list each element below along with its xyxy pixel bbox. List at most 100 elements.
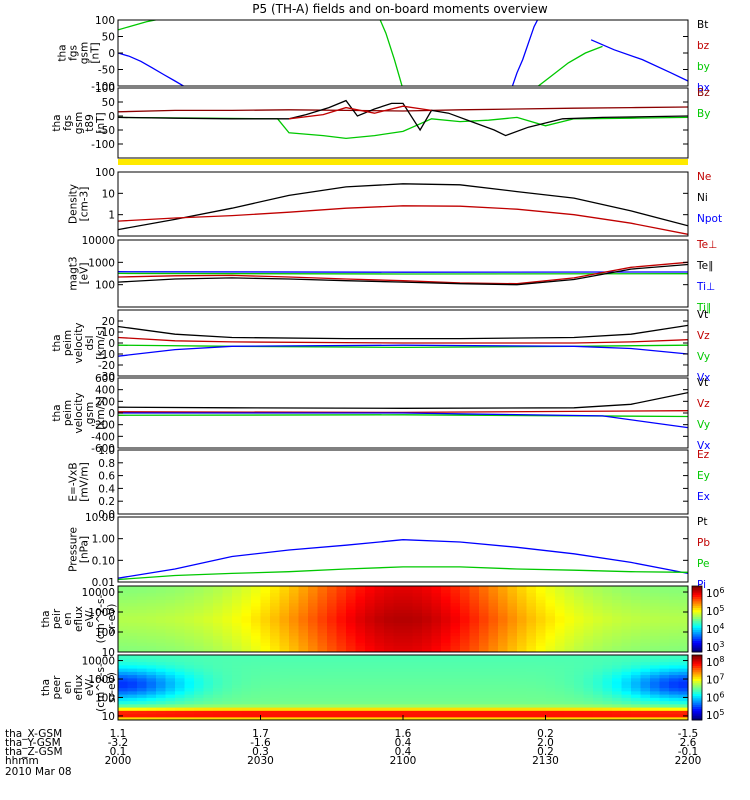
x-axis-value: 2130 [532,755,559,767]
heatmap-cell [602,635,613,640]
heatmap-cell [555,707,566,711]
heatmap-cell [355,713,366,718]
heatmap-cell [317,589,328,594]
heatmap-cell [184,655,195,659]
heatmap-cell [431,632,442,637]
colorbar-step [692,715,702,719]
legend-entry-Ni: Ni [697,192,708,204]
heatmap-cell [431,694,442,698]
heatmap-cell [602,592,613,597]
heatmap-cell [165,642,176,646]
heatmap-cell [631,605,642,610]
heatmap-cell [184,697,195,702]
heatmap-cell [650,694,661,698]
heatmap-cell [327,615,338,620]
heatmap-cell [317,677,328,682]
heatmap-cell [384,586,395,590]
heatmap-cell [431,605,442,610]
heatmap-cell [118,690,129,695]
colorbar-step [692,713,702,717]
heatmap-cell [526,599,537,604]
heatmap-cell [289,615,300,620]
heatmap-cell [659,612,670,617]
heatmap-cell [593,677,604,682]
heatmap-cell [441,642,452,646]
heatmap-cell [431,648,442,652]
heatmap-cell [460,716,471,720]
heatmap-cell [374,609,385,613]
heatmap-cell [260,661,271,666]
heatmap-cell [365,716,376,720]
heatmap-cell [203,700,214,705]
heatmap-cell [412,632,423,637]
heatmap-cell [479,697,490,702]
heatmap-cell [412,661,423,666]
heatmap-cell [621,638,632,643]
heatmap-cell [241,707,252,711]
heatmap-cell [298,707,309,711]
heatmap-cell [517,632,528,637]
heatmap-cell [593,648,604,652]
heatmap-cell [336,700,347,705]
heatmap-cell [526,645,537,650]
heatmap-cell [431,661,442,666]
heatmap-cell [469,671,480,676]
y-tick-label: 20 [102,316,115,328]
heatmap-cell [222,612,233,617]
heatmap-cell [194,645,205,650]
heatmap-cell [412,599,423,604]
heatmap-cell [298,648,309,652]
heatmap-cell [384,681,395,685]
heatmap-cell [479,681,490,685]
heatmap-cell [488,713,499,718]
heatmap-cell [298,642,309,646]
heatmap-cell [498,658,509,663]
heatmap-cell [374,703,385,708]
heatmap-cell [175,605,186,610]
heatmap-cell [336,625,347,630]
heatmap-cell [526,700,537,705]
heatmap-cell [631,612,642,617]
heatmap-cell [365,690,376,695]
heatmap-cell [403,668,414,672]
heatmap-cell [184,710,195,715]
heatmap-cell [545,700,556,705]
heatmap-cell [127,700,138,705]
legend-entry-Ne: Ne [697,171,711,183]
heatmap-cell [336,713,347,718]
heatmap-cell [422,609,433,613]
heatmap-cell [621,674,632,679]
heatmap-cell [203,595,214,600]
heatmap-cell [184,589,195,594]
heatmap-cell [346,638,357,643]
heatmap-cell [251,710,262,715]
heatmap-cell [336,684,347,689]
heatmap-cell [536,635,547,640]
heatmap-cell [127,625,138,630]
heatmap-cell [127,595,138,600]
heatmap-cell [536,602,547,607]
heatmap-cell [659,592,670,597]
heatmap-cell [545,710,556,715]
heatmap-cell [165,602,176,607]
heatmap-cell [517,589,528,594]
heatmap-cell [374,638,385,643]
heatmap-cell [678,700,688,705]
heatmap-cell [317,661,328,666]
heatmap-cell [545,677,556,682]
heatmap-cell [678,622,688,627]
heatmap-cell [317,635,328,640]
heatmap-cell [317,586,328,590]
heatmap-cell [317,713,328,718]
heatmap-cell [127,605,138,610]
heatmap-cell [460,595,471,600]
heatmap-cell [232,612,243,617]
heatmap-cell [488,703,499,708]
heatmap-cell [203,589,214,594]
heatmap-cell [289,694,300,698]
heatmap-cell [222,687,233,692]
heatmap-cell [621,697,632,702]
heatmap-cell [289,703,300,708]
x-axis-value: -0.1 [678,746,699,758]
heatmap-cell [593,674,604,679]
